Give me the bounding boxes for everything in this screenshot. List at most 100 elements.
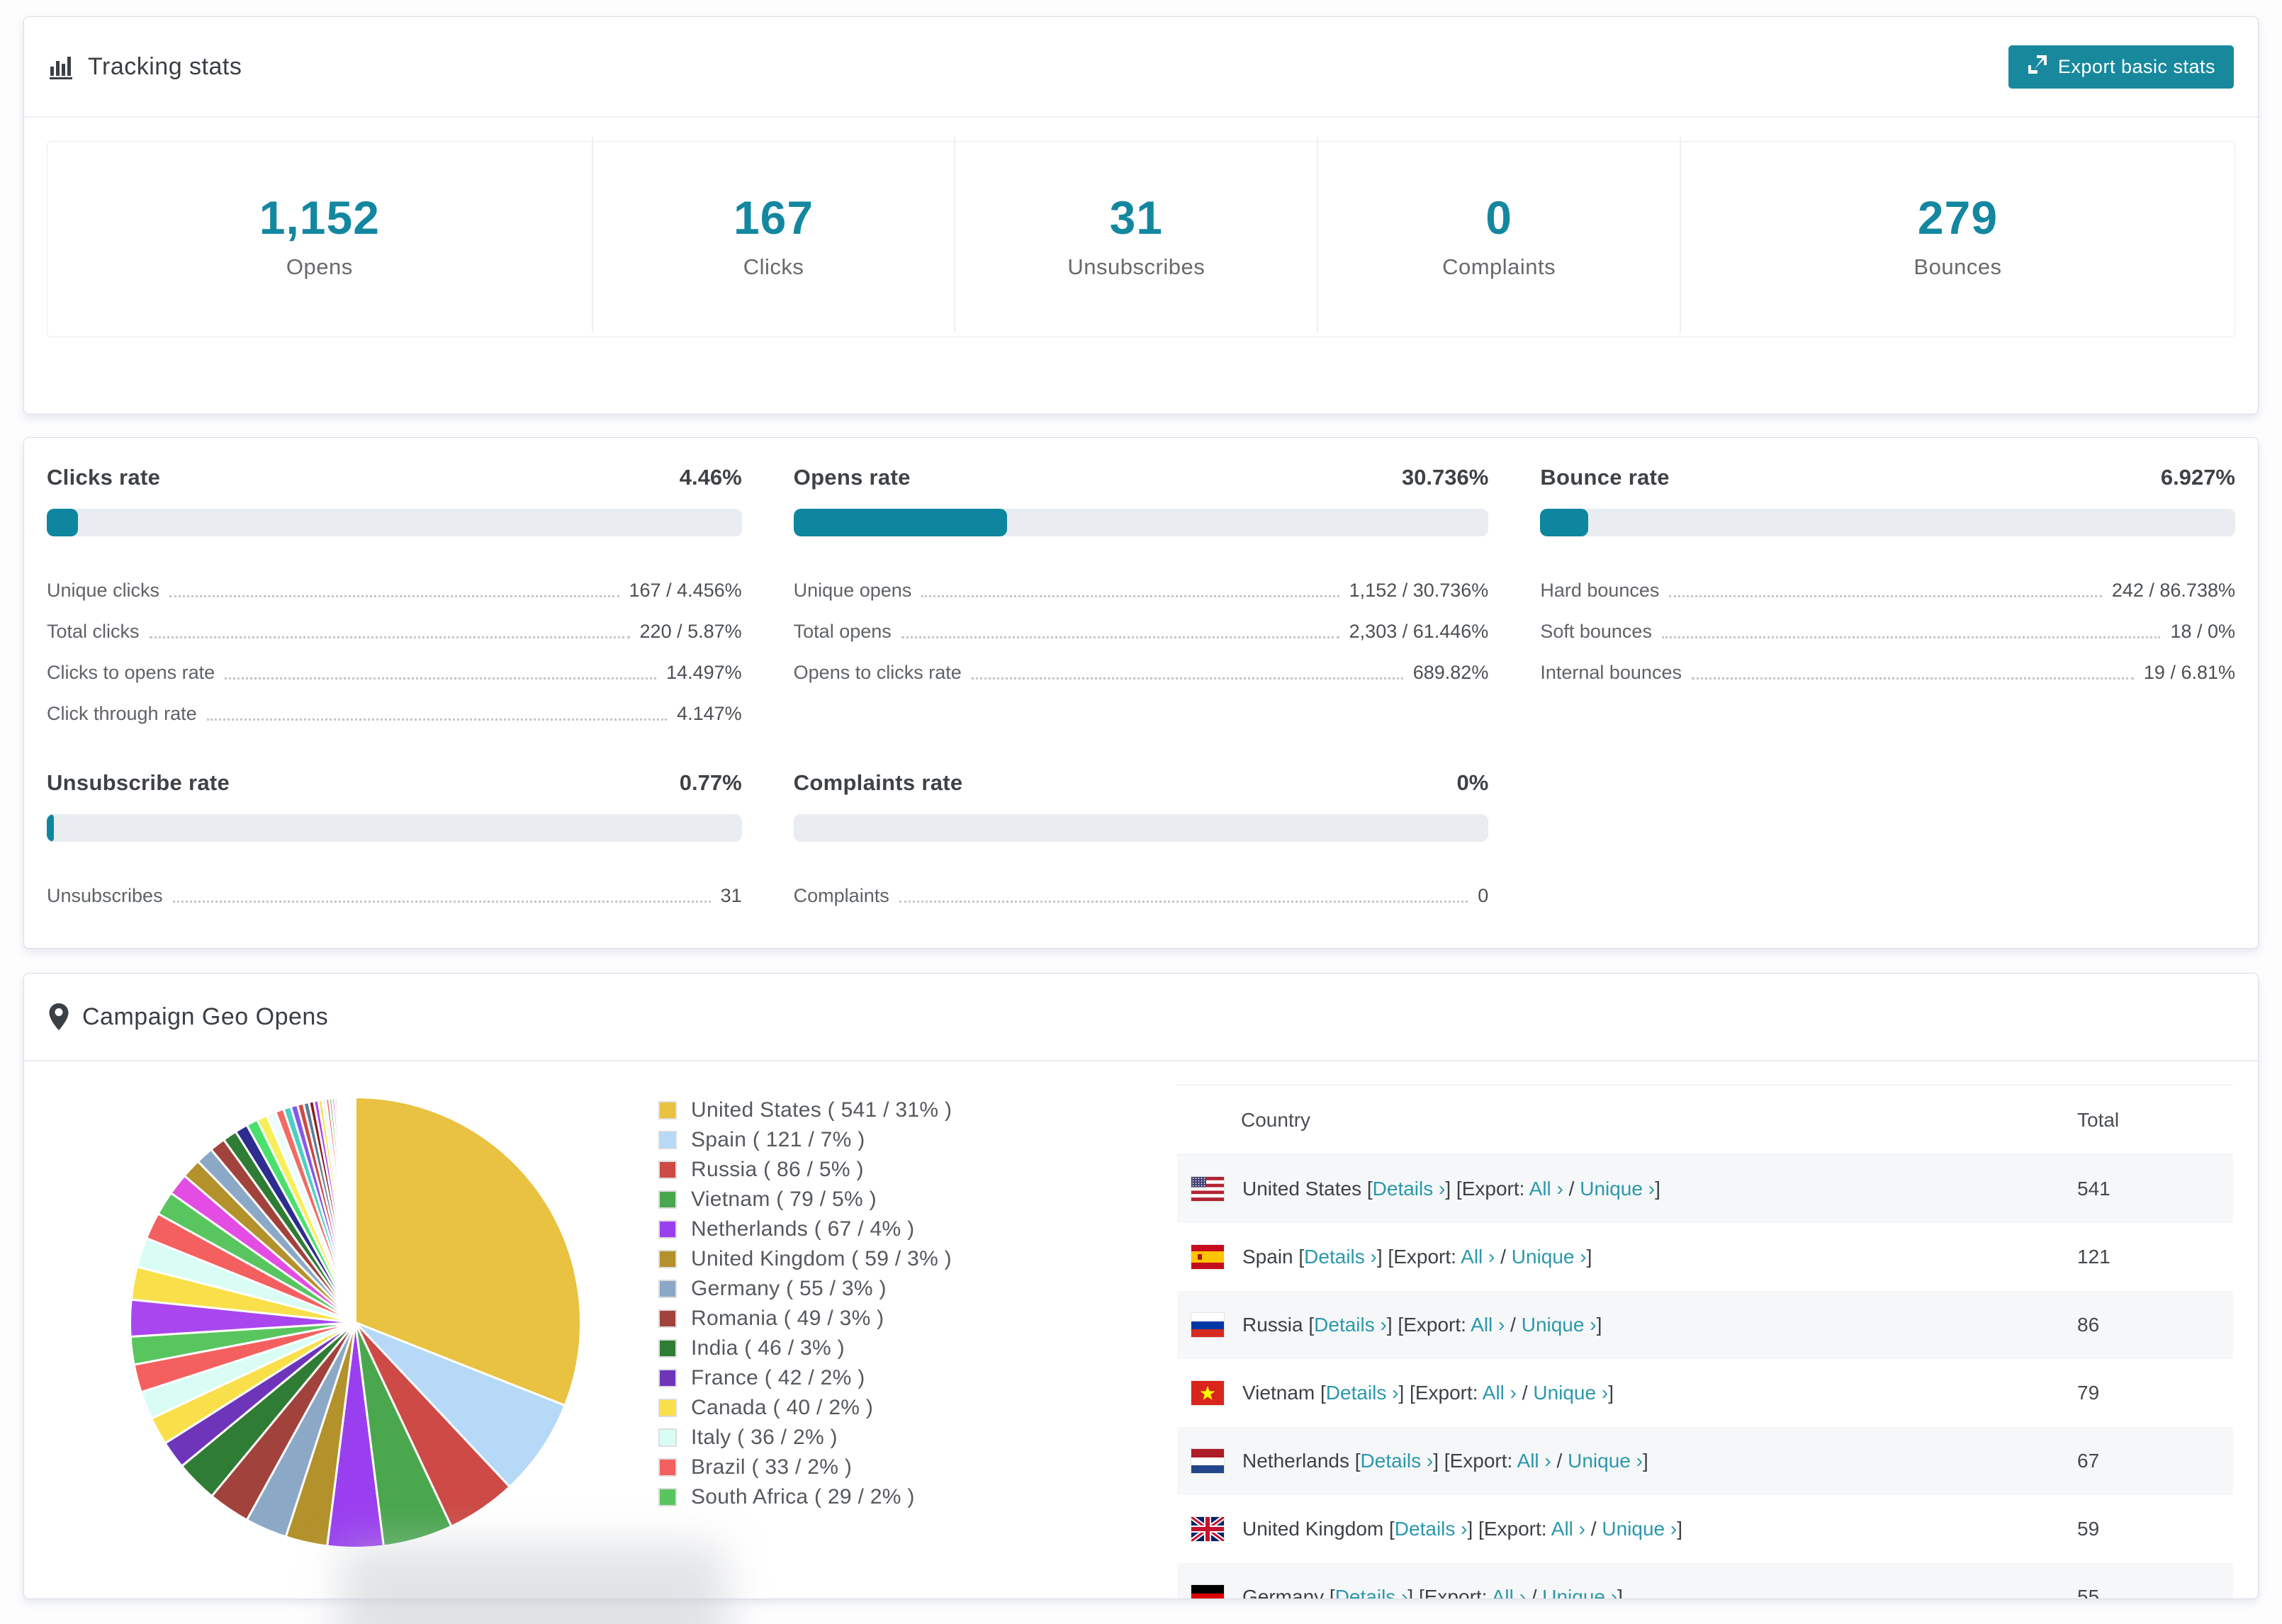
legend-color-chip [658, 1428, 677, 1447]
export-unique-link[interactable]: Unique › [1511, 1246, 1587, 1268]
table-row-de: Germany [Details ›] [Export: All › / Uni… [1177, 1563, 2233, 1599]
metric-row: Click through rate 4.147% [47, 687, 742, 728]
rate-metric-rows: Unique opens 1,152 / 30.736% Total opens 2,… [794, 563, 1489, 687]
export-icon [2027, 54, 2048, 80]
export-all-link[interactable]: All › [1529, 1178, 1563, 1200]
rate-title: Unsubscribe rate [47, 770, 230, 795]
total-cell: 121 [2077, 1246, 2110, 1268]
export-label: ] [Export: [1433, 1450, 1517, 1472]
export-unique-link[interactable]: Unique › [1602, 1518, 1677, 1540]
geo-table-header: Country Total [1177, 1086, 2233, 1155]
export-unique-link[interactable]: Unique › [1533, 1382, 1609, 1404]
metric-value: 220 / 5.87% [639, 621, 742, 642]
export-all-link[interactable]: All › [1461, 1246, 1495, 1268]
legend-label: Canada ( 40 / 2% ) [691, 1396, 874, 1419]
tracking-stats-card: Tracking stats Export basic stats 1,152 O… [23, 16, 2259, 415]
stat-label: Complaints [1442, 254, 1556, 279]
stat-value: 167 [733, 191, 814, 244]
pie-slice-united-states [354, 1096, 582, 1407]
export-label: ] [Export: [1467, 1518, 1551, 1540]
map-pin-icon [48, 1003, 69, 1031]
pie-slice-other [354, 1096, 356, 1324]
details-link[interactable]: Details › [1394, 1518, 1468, 1540]
rate-block-bounce-rate: Bounce rate 6.927% Hard bounces 242 / 86.73… [1540, 465, 2235, 728]
export-all-link[interactable]: All › [1482, 1382, 1517, 1404]
metric-value: 2,303 / 61.446% [1349, 621, 1489, 642]
metric-row: Total opens 2,303 / 61.446% [794, 604, 1489, 645]
export-all-link[interactable]: All › [1491, 1586, 1526, 1599]
total-cell: 59 [2077, 1518, 2100, 1540]
details-link[interactable]: Details › [1304, 1246, 1377, 1268]
metric-label: Total opens [793, 621, 892, 642]
export-all-link[interactable]: All › [1551, 1518, 1586, 1540]
rate-block-complaints-rate: Complaints rate 0% Complaints 0 [793, 770, 1489, 910]
rate-progress-fill [47, 509, 78, 536]
export-label: ] [Export: [1386, 1314, 1471, 1336]
stat-value: 0 [1485, 191, 1512, 244]
geo-table-rows: United States [Details ›] [Export: All ›… [1177, 1155, 2233, 1599]
dotted-leader [169, 595, 619, 597]
geo-opens-header: Campaign Geo Opens [24, 974, 2258, 1061]
rate-title-row: Bounce rate 6.927% [1540, 465, 2235, 490]
metric-row: Hard bounces 242 / 86.738% [1540, 563, 2235, 604]
total-cell: 541 [2077, 1178, 2110, 1200]
metric-value: 689.82% [1412, 662, 1489, 683]
metric-label: Opens to clicks rate [793, 662, 962, 683]
table-row-nl: Netherlands [Details ›] [Export: All › /… [1177, 1427, 2233, 1495]
legend-item-netherlands: Netherlands ( 67 / 4% ) [658, 1214, 1147, 1244]
separator: / [1563, 1178, 1580, 1200]
stat-box-clicks: 167 Clicks [591, 137, 955, 332]
dotted-leader [1691, 677, 2134, 680]
metric-value: 19 / 6.81% [2143, 662, 2235, 683]
country-name: United States [ [1242, 1178, 1373, 1200]
legend-color-chip [658, 1190, 677, 1209]
legend-label: United Kingdom ( 59 / 3% ) [691, 1247, 952, 1270]
legend-item-russia: Russia ( 86 / 5% ) [658, 1155, 1147, 1185]
rate-title-row: Complaints rate 0% [794, 770, 1489, 796]
geo-title: Campaign Geo Opens [82, 1003, 329, 1030]
dotted-leader [149, 636, 630, 638]
legend-color-chip [658, 1309, 677, 1328]
details-link[interactable]: Details › [1314, 1314, 1387, 1336]
table-row-ru: Russia [Details ›] [Export: All › / Uniq… [1177, 1291, 2233, 1359]
metric-label: Click through rate [47, 703, 197, 724]
pie-legend: United States ( 541 / 31% ) Spain ( 121 /… [658, 1095, 1147, 1598]
dotted-leader [901, 636, 1339, 638]
metric-value: 1,152 / 30.736% [1349, 580, 1489, 601]
separator: / [1517, 1382, 1534, 1404]
export-all-link[interactable]: All › [1517, 1450, 1551, 1472]
legend-item-italy: Italy ( 36 / 2% ) [658, 1423, 1147, 1453]
export-unique-link[interactable]: Unique › [1542, 1586, 1618, 1599]
legend-label: Vietnam ( 79 / 5% ) [691, 1188, 877, 1211]
rate-progress-bar [47, 814, 742, 842]
metric-value: 242 / 86.738% [2111, 580, 2235, 601]
country-cell: United States [Details ›] [Export: All ›… [1177, 1177, 2056, 1201]
metric-label: Unique opens [793, 580, 912, 601]
dotted-leader [899, 901, 1468, 903]
rate-metric-rows: Unique clicks 167 / 4.456% Total clicks 220… [47, 563, 742, 728]
de-flag-icon [1191, 1585, 1224, 1598]
export-all-link[interactable]: All › [1471, 1314, 1505, 1336]
rate-progress-fill [1540, 509, 1589, 536]
details-link[interactable]: Details › [1325, 1382, 1399, 1404]
table-row-es: Spain [Details ›] [Export: All › / Uniqu… [1177, 1223, 2233, 1291]
dotted-leader [172, 901, 711, 903]
total-cell: 86 [2077, 1314, 2100, 1336]
details-link[interactable]: Details › [1360, 1450, 1434, 1472]
export-unique-link[interactable]: Unique › [1568, 1450, 1643, 1472]
metric-value: 31 [720, 885, 742, 906]
geo-opens-card: Campaign Geo Opens United States ( 541 /… [23, 973, 2259, 1599]
rate-title-row: Opens rate 30.736% [794, 465, 1489, 490]
tracking-stats-header: Tracking stats Export basic stats [24, 17, 2258, 118]
details-link[interactable]: Details › [1334, 1586, 1408, 1599]
total-cell: 67 [2077, 1450, 2100, 1472]
metric-label: Hard bounces [1540, 580, 1660, 601]
export-unique-link[interactable]: Unique › [1521, 1314, 1597, 1336]
export-unique-link[interactable]: Unique › [1580, 1178, 1656, 1200]
metric-row: Unique opens 1,152 / 30.736% [794, 563, 1489, 604]
export-basic-stats-button[interactable]: Export basic stats [2008, 45, 2234, 89]
pie-slice-spain [354, 1321, 566, 1488]
legend-item-romania: Romania ( 49 / 3% ) [658, 1304, 1147, 1333]
details-link[interactable]: Details › [1372, 1178, 1446, 1200]
legend-label: Netherlands ( 67 / 4% ) [691, 1217, 915, 1241]
